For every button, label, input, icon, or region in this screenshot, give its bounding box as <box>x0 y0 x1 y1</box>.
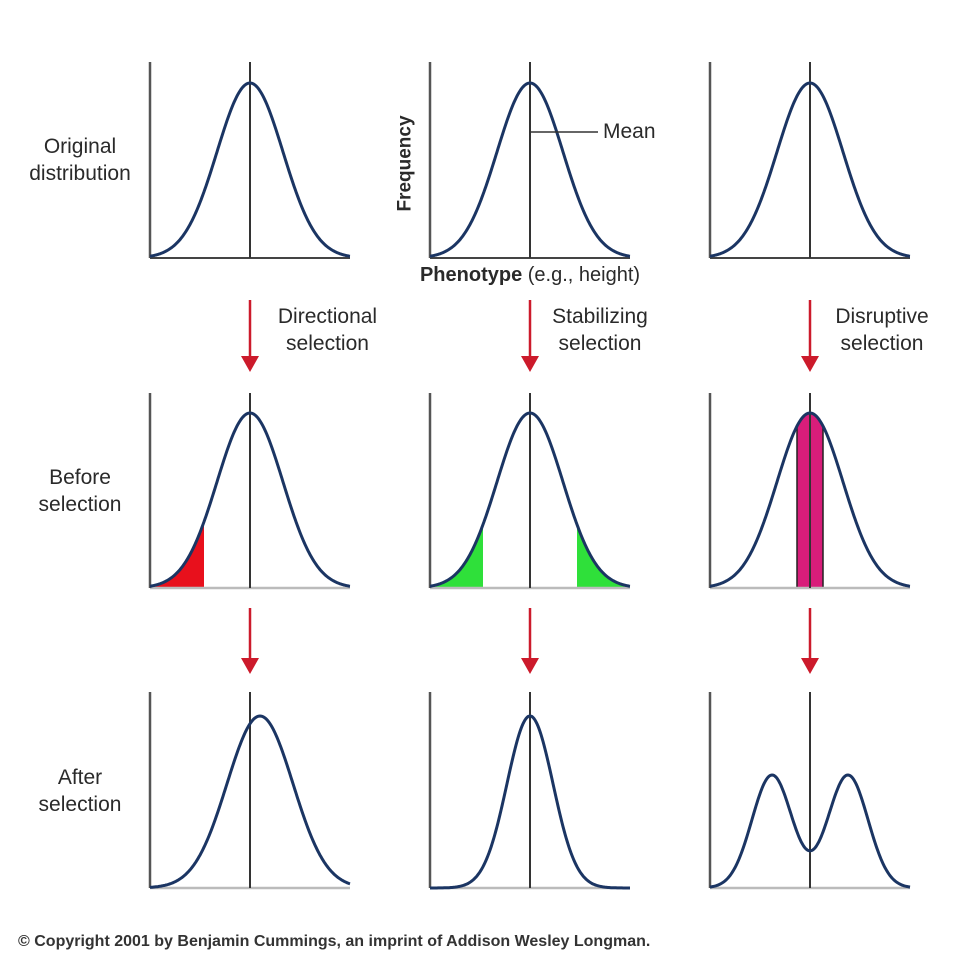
selection-label-line: selection <box>840 332 924 355</box>
selection-label-line: selection <box>286 332 369 355</box>
arrow-head <box>521 356 539 372</box>
mean-label: Mean <box>603 120 656 143</box>
arrow-head <box>801 658 819 674</box>
arrow-head <box>521 658 539 674</box>
row-label-line: Before <box>49 466 111 489</box>
distribution-curve <box>429 411 631 588</box>
distribution-curve <box>149 81 351 258</box>
copyright-text: © Copyright 2001 by Benjamin Cummings, a… <box>18 933 651 950</box>
selection-label-line: Disruptive <box>835 305 929 328</box>
row-label-line: selection <box>38 493 122 516</box>
row-label-original: Original distribution <box>15 133 145 187</box>
phenotype-axis-label: Phenotype (e.g., height) <box>380 262 680 289</box>
selected-out-region-right <box>577 524 630 588</box>
distribution-curve <box>150 714 351 889</box>
distribution-curve <box>429 81 631 258</box>
selected-out-region-left <box>430 524 483 588</box>
label-directional: Directional selection <box>255 303 400 357</box>
selection-label-line: Stabilizing <box>552 305 648 328</box>
arrow-head <box>801 356 819 372</box>
arrow-head <box>241 658 259 674</box>
arrow-head <box>241 356 259 372</box>
selection-label-line: selection <box>558 332 642 355</box>
row-label-line: selection <box>38 793 122 816</box>
distribution-curve <box>430 714 630 890</box>
row-label-line: distribution <box>29 162 131 185</box>
label-stabilizing: Stabilizing selection <box>530 303 670 357</box>
row-label-line: After <box>57 766 103 789</box>
selection-label-line: Directional <box>277 305 378 328</box>
distribution-curve <box>709 411 911 588</box>
distribution-curve <box>709 81 911 258</box>
distribution-curve <box>709 773 911 889</box>
phenotype-example: (e.g., height) <box>522 264 641 286</box>
frequency-axis-label: Frequency <box>394 115 416 212</box>
distribution-curve <box>149 411 351 588</box>
row-label-before: Before selection <box>15 464 145 518</box>
row-label-after: After selection <box>15 764 145 818</box>
phenotype-bold: Phenotype <box>419 264 523 286</box>
selected-out-region <box>150 521 204 588</box>
label-disruptive: Disruptive selection <box>812 303 952 357</box>
row-label-line: Original <box>43 135 117 158</box>
